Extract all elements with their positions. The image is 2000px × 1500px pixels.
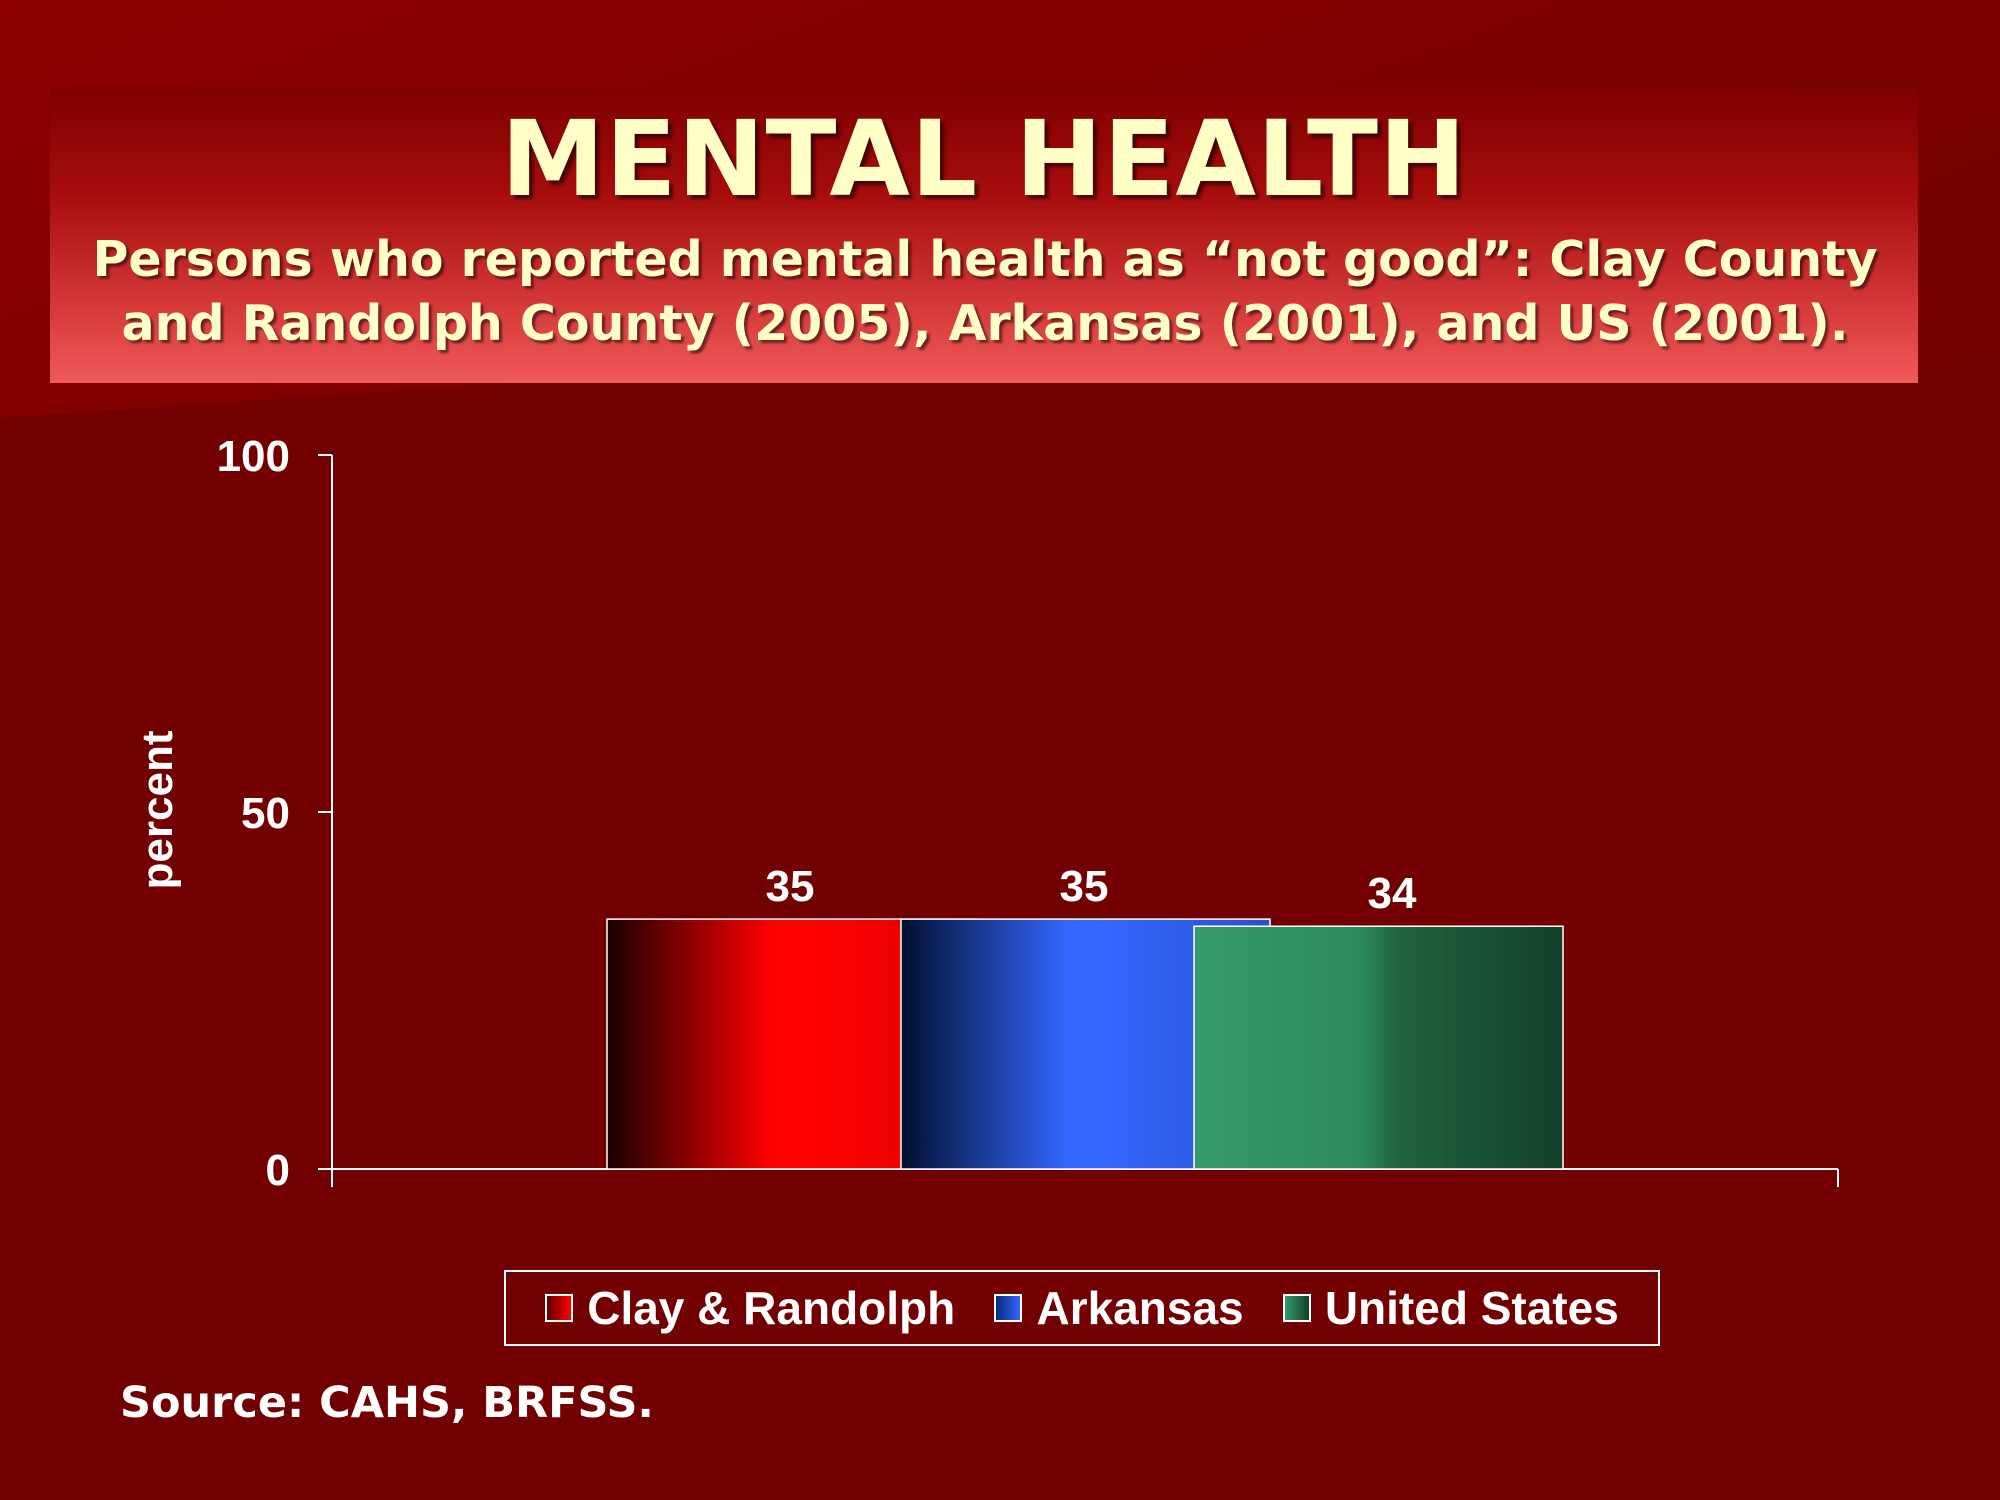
legend-swatch-arkansas [994,1294,1023,1322]
legend-item: Arkansas [994,1281,1244,1335]
legend-swatch-clay-randolph [545,1294,574,1322]
page-subtitle: Persons who reported mental health as “n… [92,231,1878,352]
y-tick-label: 50 [241,789,290,838]
bar [1193,925,1564,1170]
data-label: 34 [1368,869,1417,918]
data-label: 35 [766,862,815,911]
y-tick-label: 0 [266,1146,290,1195]
chart-legend: Clay & Randolph Arkansas United States [504,1270,1660,1346]
legend-label: Arkansas [1036,1282,1244,1334]
source-note: Source: CAHS, BRFSS. [120,1378,654,1428]
page-title: MENTAL HEALTH [500,98,1467,220]
legend-item: Clay & Randolph [545,1281,955,1335]
legend-swatch-united-states [1282,1294,1311,1322]
y-tick-label: 100 [217,432,290,481]
data-label: 35 [1060,862,1109,911]
y-axis-label: percent [133,730,182,889]
legend-item: United States [1282,1281,1619,1335]
legend-label: United States [1324,1282,1619,1334]
legend-label: Clay & Randolph [587,1282,956,1334]
header-band [50,88,1918,383]
